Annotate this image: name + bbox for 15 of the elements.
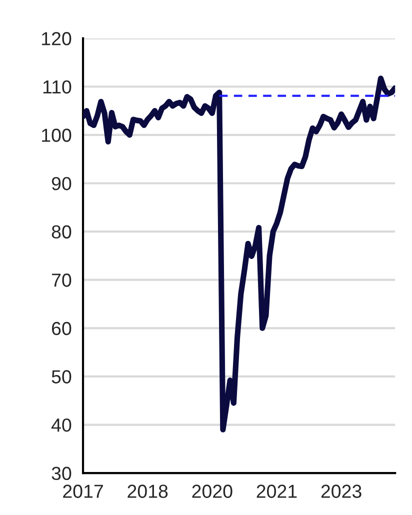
y-tick-label: 50 [52, 370, 72, 384]
y-tick-label: 30 [52, 466, 72, 480]
x-tick-label: 2020 [192, 484, 232, 498]
x-tick-label: 2018 [128, 484, 168, 498]
y-tick-label: 110 [43, 80, 72, 94]
y-tick-label: 40 [51, 418, 72, 432]
x-tick-label: 2023 [321, 484, 362, 498]
y-tick-label: 70 [52, 274, 72, 287]
y-tick-label: 90 [52, 176, 72, 190]
y-tick-label: 60 [52, 322, 72, 336]
y-tick-label: 120 [42, 32, 72, 46]
y-tick-label: 100 [42, 128, 72, 142]
x-tick-label: 2021 [256, 484, 297, 498]
x-tick-label: 2017 [63, 484, 103, 498]
y-tick-label: 80 [52, 225, 72, 239]
